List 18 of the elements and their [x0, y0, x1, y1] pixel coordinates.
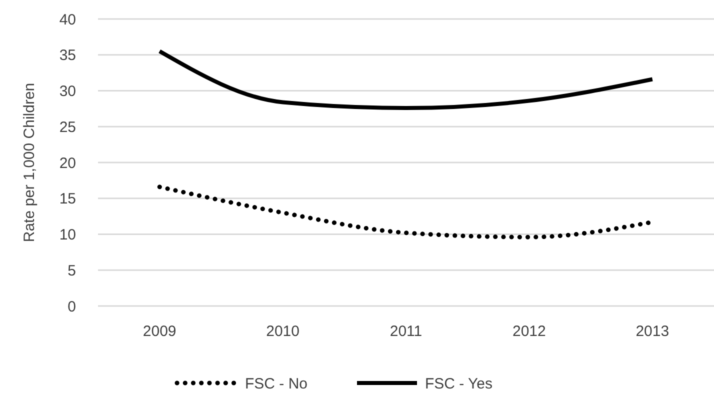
y-tick-label: 30 — [59, 83, 76, 100]
x-tick-label: 2012 — [512, 323, 546, 340]
y-tick-label: 25 — [59, 118, 76, 136]
legend-label: FSC - Yes — [425, 375, 493, 392]
x-tick-label: 2013 — [636, 323, 670, 340]
x-tick-label: 2010 — [266, 323, 300, 340]
y-tick-label: 15 — [59, 190, 76, 208]
x-tick-label: 2009 — [142, 323, 176, 340]
y-tick-label: 0 — [68, 298, 76, 316]
y-axis-title: Rate per 1,000 Children — [21, 82, 38, 242]
y-tick-label: 20 — [59, 154, 76, 172]
x-tick-label: 2011 — [390, 323, 422, 340]
y-tick-label: 10 — [59, 226, 76, 244]
y-tick-label: 40 — [59, 11, 76, 28]
line-series — [158, 49, 654, 110]
legend-label: FSC - No — [245, 375, 308, 392]
y-tick-label: 5 — [68, 262, 76, 280]
y-tick-label: 35 — [59, 47, 76, 64]
